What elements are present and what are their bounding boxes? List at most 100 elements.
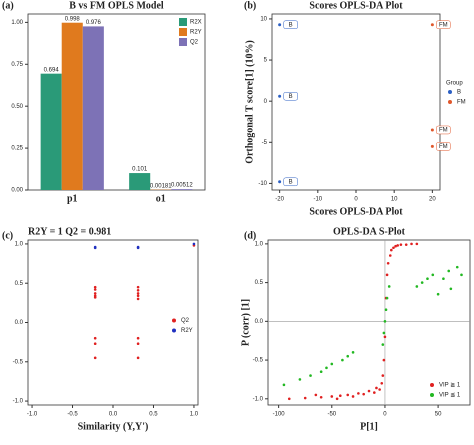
legend-label: R2Y	[190, 30, 202, 36]
point	[136, 356, 140, 360]
point	[136, 342, 140, 346]
legend-swatch	[430, 393, 434, 397]
bar	[171, 189, 193, 190]
bar-value-label: 0.694	[44, 67, 60, 73]
point-label-box	[283, 20, 298, 29]
point	[314, 393, 318, 397]
chart-title: R2Y = 1 Q2 = 0.981	[28, 226, 111, 237]
point	[287, 397, 291, 401]
point	[378, 388, 381, 391]
bar-value-label: 0.976	[86, 20, 102, 26]
legend-swatch	[448, 90, 452, 94]
y-tick-label: 0.25	[11, 146, 23, 152]
point	[93, 285, 97, 289]
panel-label: (b)	[244, 0, 256, 11]
point	[93, 296, 97, 299]
chart-title: OPLS-DA S-Plot	[333, 226, 406, 237]
bar	[129, 173, 151, 190]
point	[410, 242, 413, 246]
x-tick-label: -0.5	[67, 412, 78, 418]
bar	[61, 22, 83, 191]
point	[303, 396, 307, 400]
y-tick-label: 0.75	[11, 62, 23, 68]
point	[330, 362, 334, 366]
point-label: FM	[439, 144, 448, 150]
point	[278, 180, 282, 184]
point-label: B	[289, 179, 293, 185]
x-tick-label: -50	[327, 412, 336, 418]
y-tick-label: -1.0	[13, 399, 24, 405]
legend-label: VIP ≦ 1	[439, 393, 461, 399]
legend-swatch	[179, 28, 187, 36]
y-tick-label: -10	[258, 181, 267, 187]
point	[93, 246, 97, 250]
point-label: B	[289, 22, 293, 28]
x-tick-label: -100	[273, 412, 286, 418]
point	[136, 288, 140, 292]
bar-value-label: 0.101	[132, 167, 148, 173]
point-label: FM	[439, 22, 448, 28]
point	[357, 392, 360, 395]
y-tick-label: -5	[262, 140, 268, 146]
chart-title: Scores OPLS-DA Plot	[309, 0, 403, 11]
y-tick-label: 10	[260, 17, 267, 23]
x-axis-label: Similarity (Y,Y')	[78, 421, 149, 432]
legend-label: FM	[457, 100, 466, 106]
point-label-box	[436, 20, 451, 29]
point-label-box	[283, 177, 298, 187]
y-tick-label: 0.0	[255, 319, 264, 325]
legend-label: Q2	[181, 318, 190, 324]
y-tick-label: 1.0	[255, 241, 264, 247]
chart-title: B vs FM OPLS Model	[69, 0, 164, 11]
y-tick-label: -0.5	[13, 359, 24, 365]
point	[388, 254, 392, 257]
y-tick-label: 0.5	[15, 281, 24, 287]
y-tick-label: -0.5	[253, 358, 264, 364]
plot-frame	[27, 239, 199, 406]
point	[282, 383, 286, 387]
point	[298, 378, 302, 381]
bar	[40, 73, 62, 190]
legend-swatch	[179, 38, 187, 46]
bar-value-label: 0.998	[65, 16, 81, 22]
point	[367, 389, 371, 393]
point	[430, 128, 434, 132]
point	[93, 356, 97, 360]
point	[335, 397, 339, 401]
point	[420, 281, 424, 284]
x-axis-label: Scores OPLS-DA Plot	[309, 206, 403, 217]
point	[381, 374, 385, 377]
legend-label: Q2	[190, 40, 199, 46]
point	[341, 358, 344, 362]
legend-swatch	[179, 18, 187, 26]
x-tick-label: o1	[156, 193, 166, 204]
point	[375, 386, 378, 390]
point	[415, 285, 419, 288]
y-tick-label: 0.00	[11, 188, 23, 194]
x-tick-label: 50	[435, 412, 442, 418]
y-axis-label: Orthogonal T score[1] (10%)	[244, 40, 255, 164]
x-tick-label: -1.0	[27, 412, 38, 418]
point	[404, 243, 408, 246]
point	[93, 292, 97, 295]
point	[136, 297, 140, 301]
point	[384, 308, 388, 312]
bar-value-label: 0.00512	[171, 183, 193, 189]
point	[431, 273, 435, 277]
x-tick-label: -10	[313, 197, 322, 203]
y-tick-label: 0.0	[15, 320, 24, 326]
point	[455, 265, 459, 269]
x-tick-label: 0	[383, 412, 387, 418]
legend-swatch	[172, 328, 176, 333]
y-tick-label: 0.5	[255, 280, 264, 286]
panel-label: (a)	[2, 0, 14, 11]
x-tick-label: 20	[429, 197, 436, 203]
point	[380, 382, 384, 385]
point	[93, 342, 97, 346]
x-tick-label: 10	[391, 197, 398, 203]
point	[351, 395, 355, 398]
point	[136, 292, 140, 295]
point	[319, 370, 323, 373]
plot-frame	[27, 13, 206, 191]
